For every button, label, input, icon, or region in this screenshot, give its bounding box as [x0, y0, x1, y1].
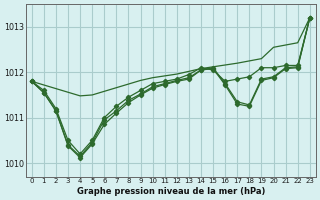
X-axis label: Graphe pression niveau de la mer (hPa): Graphe pression niveau de la mer (hPa): [76, 187, 265, 196]
